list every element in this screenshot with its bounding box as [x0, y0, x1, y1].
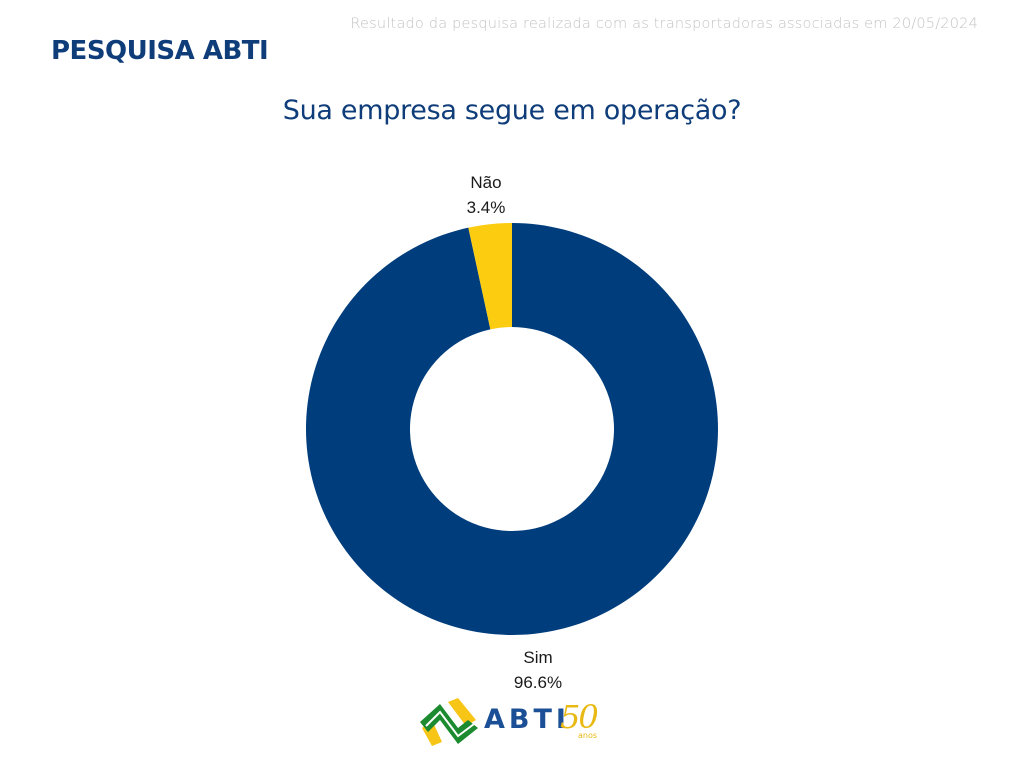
abti-logo: ABTI 50 anos [418, 698, 608, 746]
logo-50: 50 [560, 698, 599, 736]
label-sim-value: 96.6% [513, 673, 563, 692]
abti-emblem-icon [420, 698, 478, 746]
label-nao: Não 3.4% [446, 170, 526, 220]
label-nao-name: Não [470, 173, 502, 192]
chart-title: Sua empresa segue em operação? [282, 95, 742, 126]
slice-sim [306, 223, 718, 635]
label-nao-value: 3.4% [466, 198, 506, 217]
label-sim-name: Sim [523, 648, 553, 667]
slice-nao [468, 223, 512, 330]
brand-title: PESQUISA ABTI [51, 36, 269, 66]
survey-note: Resultado da pesquisa realizada com as t… [350, 16, 978, 32]
logo-anos: anos [578, 731, 598, 740]
label-sim: Sim 96.6% [498, 645, 578, 695]
logo-text: ABTI [484, 704, 570, 735]
